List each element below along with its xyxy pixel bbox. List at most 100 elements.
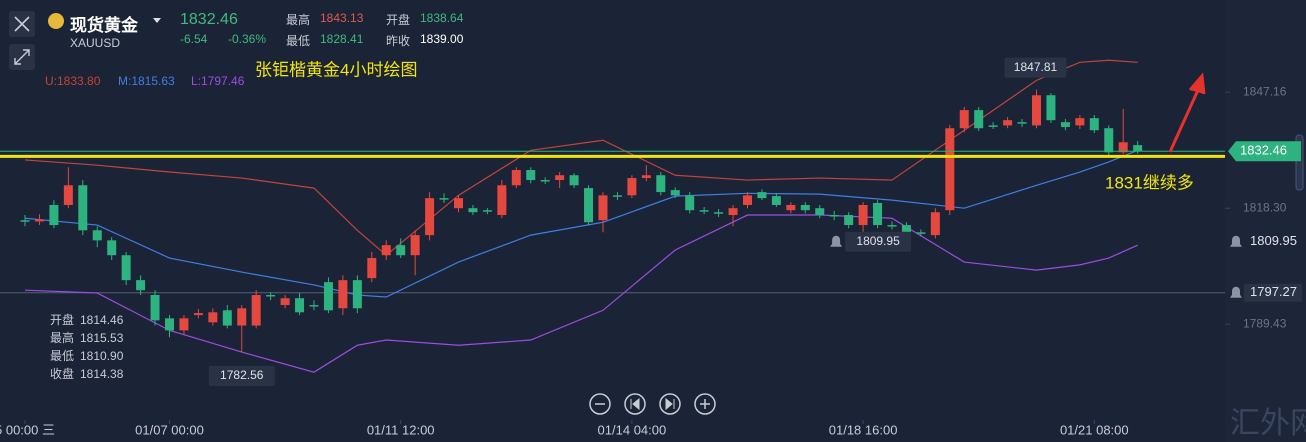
chart-title: 张钜楷黄金4小时绘图 (255, 60, 417, 79)
bell-icon (1230, 235, 1242, 247)
candle-body (555, 175, 565, 181)
candle-body (295, 298, 305, 313)
info-label: 最低 (50, 349, 74, 363)
y-tick-label: 1789.43 (1243, 316, 1287, 330)
candle-body (612, 195, 622, 197)
high-label: 1847.81 (1014, 60, 1058, 74)
candle-body (526, 170, 536, 181)
candle-body (771, 196, 781, 205)
candle-body (699, 210, 709, 212)
stat-value: 1828.41 (320, 32, 364, 46)
candle-body (540, 180, 550, 182)
info-label: 开盘 (50, 312, 74, 327)
info-label: 最高 (50, 330, 74, 345)
candle-body (1075, 118, 1085, 126)
candle-body (930, 212, 940, 236)
low-label: 1782.56 (220, 368, 264, 382)
candle-body (598, 195, 608, 221)
x-tick-label: 01/14 04:00 (598, 422, 667, 437)
candle-body (266, 295, 276, 297)
candle-body (584, 188, 594, 223)
arrow (1168, 72, 1206, 153)
y-tick-label: 1818.30 (1243, 200, 1287, 214)
candle-body (1089, 118, 1099, 131)
candle-body (482, 210, 492, 212)
bell-icon (830, 235, 843, 247)
candle-body (425, 198, 435, 236)
info-label: 收盘 (50, 366, 74, 381)
watermark: 汇外网 (1230, 407, 1306, 440)
legend-label: M:1815.63 (118, 74, 175, 88)
candle-body (1104, 128, 1114, 153)
zoom-controls (589, 393, 716, 415)
candle-body (121, 255, 131, 281)
candle-body (208, 312, 218, 323)
candle-body (396, 245, 406, 256)
candle-body (1046, 95, 1056, 121)
candle-body (959, 110, 969, 129)
info-value: 1810.90 (80, 349, 124, 363)
candle-body (1003, 120, 1013, 126)
candle-body (352, 280, 362, 309)
x-tick-label: 01/18 16:00 (829, 422, 898, 437)
candle-body (193, 313, 203, 316)
next-button[interactable] (659, 393, 681, 415)
low-label-box (845, 231, 912, 252)
candle-body (34, 219, 44, 222)
instrument-name[interactable]: 现货黄金 (70, 16, 138, 35)
low-label: 1809.95 (856, 234, 900, 248)
price-tag (1228, 141, 1301, 162)
candle-body (92, 230, 102, 241)
candle-body (309, 305, 319, 307)
annotation: 1831继续多 (1105, 173, 1194, 192)
x-tick-label: 5 00:00 三 (0, 422, 55, 437)
info-value: 1814.38 (80, 367, 124, 381)
plot: 1847.16 1818.30 1789.43 5 00:00 三 01/07 00:0… (0, 57, 1302, 437)
change-pct: -0.36% (228, 32, 267, 46)
candle-body (237, 308, 247, 326)
candle-body (627, 178, 637, 196)
candle-body (439, 198, 449, 200)
candle-body (280, 298, 290, 306)
candle-body (381, 245, 391, 256)
zoom-in-button[interactable] (694, 393, 716, 415)
high-label-box (1004, 57, 1067, 78)
alert-label: 1809.95 (1250, 233, 1297, 248)
change: -6.54 (180, 32, 208, 46)
info-value: 1814.46 (80, 313, 124, 327)
legend-label: L:1797.46 (191, 74, 245, 88)
candle-body (656, 175, 666, 193)
candle-body (1133, 145, 1143, 152)
stat-value: 1838.64 (420, 11, 464, 25)
x-tick-label: 01/11 12:00 (367, 422, 435, 437)
alert-label: 1797.27 (1250, 284, 1297, 299)
candle-body (685, 195, 695, 211)
candle-body (222, 310, 232, 326)
zoom-out-button[interactable] (589, 393, 611, 415)
band-line (24, 214, 1138, 373)
candle-body (150, 295, 160, 321)
candle-body (1118, 142, 1128, 153)
candle-body (367, 258, 377, 279)
candle-body (1017, 122, 1027, 124)
candle-body (670, 190, 680, 196)
info-value: 1815.53 (80, 331, 124, 345)
candle-body (815, 208, 825, 216)
low-label-box (208, 365, 275, 386)
symbol: XAUUSD (70, 36, 121, 50)
candle-body (20, 220, 30, 222)
stat-value: 1839.00 (420, 32, 464, 46)
stat-label: 最低 (286, 34, 311, 48)
price-tag-label: 1832.46 (1240, 143, 1287, 158)
prev-button[interactable] (624, 393, 646, 415)
candle-body (569, 175, 579, 186)
dropdown-icon[interactable] (153, 18, 161, 23)
icon (665, 397, 675, 411)
icon (14, 49, 30, 65)
alert-tag (1244, 283, 1302, 302)
icon (630, 397, 640, 411)
icon (700, 399, 710, 409)
candle-body (49, 204, 59, 226)
